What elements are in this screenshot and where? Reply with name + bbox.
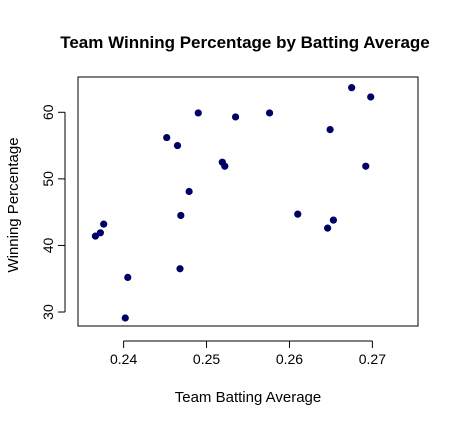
x-tick-label: 0.27 [359, 351, 386, 367]
plot-area-frame [77, 76, 419, 327]
chart-title: Team Winning Percentage by Batting Avera… [60, 33, 430, 52]
data-point [367, 93, 375, 101]
x-tick-label: 0.26 [276, 351, 303, 367]
x-tick-label: 0.25 [193, 351, 220, 367]
data-point [121, 314, 129, 322]
data-point [177, 211, 185, 220]
data-point [173, 141, 182, 150]
data-point [326, 125, 334, 134]
x-tick-label: 0.24 [110, 351, 137, 367]
x-axis-label: Team Batting Average [175, 389, 321, 406]
data-point [163, 133, 171, 142]
data-point [124, 273, 132, 281]
data-point [265, 109, 274, 117]
data-point [348, 84, 356, 92]
data-point [96, 229, 104, 237]
data-point [221, 162, 229, 170]
y-axis: 30 40 50 60 [40, 104, 66, 320]
data-point [194, 109, 202, 117]
data-point [294, 210, 302, 218]
data-point [362, 162, 370, 170]
x-axis: 0.24 0.25 0.26 0.27 [110, 340, 386, 367]
data-point [176, 265, 184, 273]
data-point [329, 216, 338, 224]
y-tick-label: 40 [40, 237, 56, 253]
y-tick-label: 50 [40, 171, 56, 187]
y-tick-label: 60 [40, 104, 56, 120]
data-points [91, 84, 375, 322]
data-point [324, 224, 332, 232]
data-point [231, 113, 240, 121]
y-tick-label: 30 [40, 304, 56, 320]
y-axis-label: Winning Percentage [5, 137, 22, 272]
data-point [100, 220, 108, 228]
data-point [185, 187, 193, 196]
